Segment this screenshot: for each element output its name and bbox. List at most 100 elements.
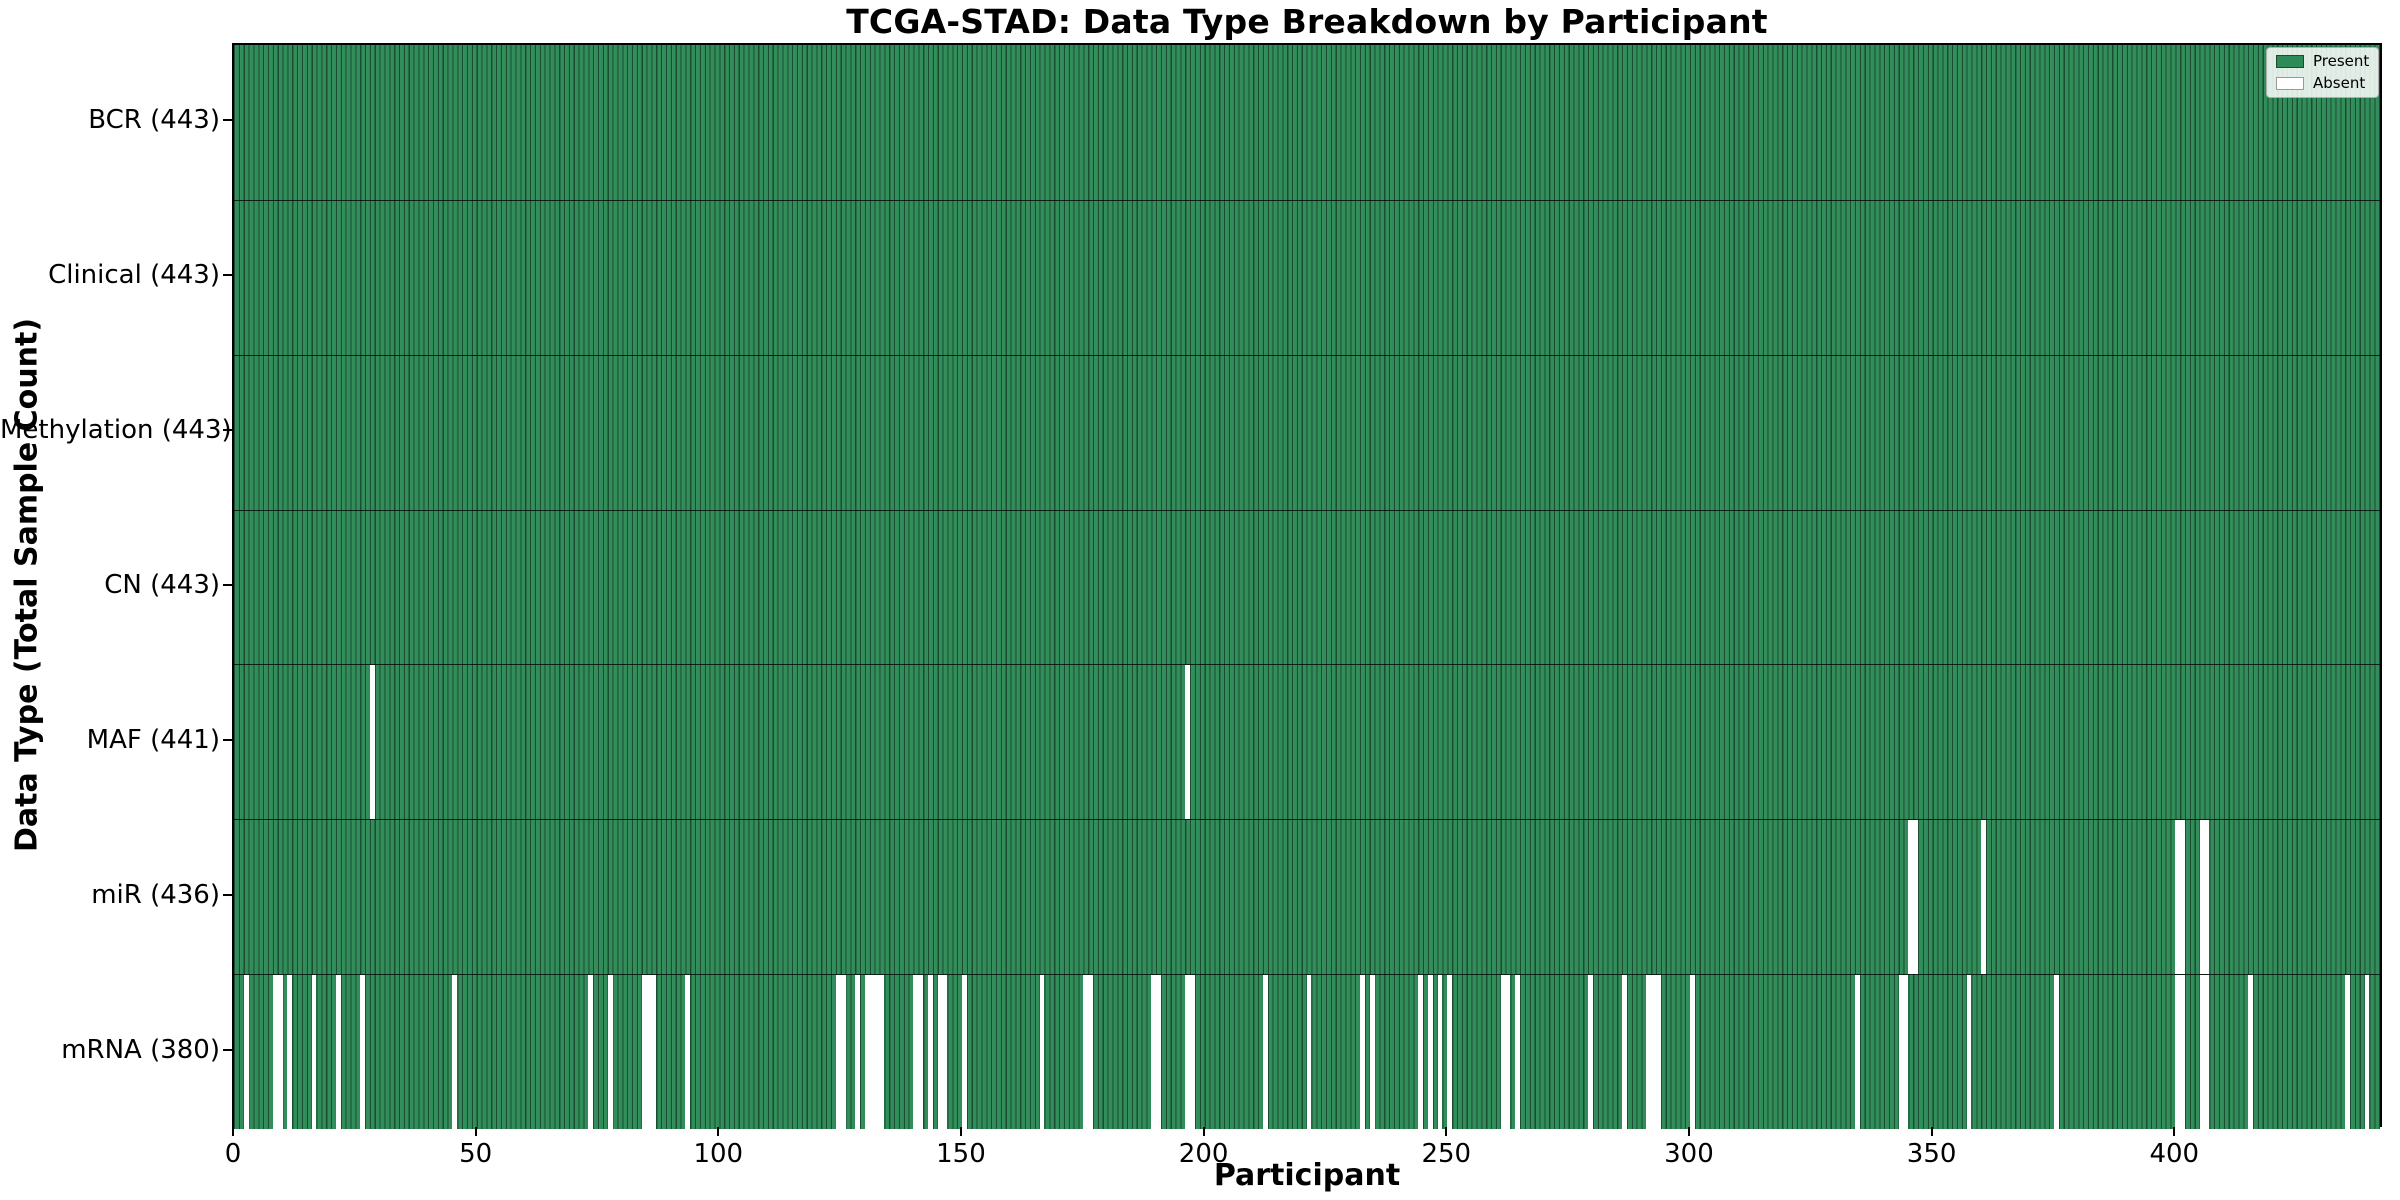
absent-bar bbox=[1437, 975, 1443, 1129]
x-tick-mark bbox=[959, 1127, 962, 1136]
absent-bar bbox=[1689, 975, 1695, 1129]
absent-bar bbox=[879, 975, 885, 1129]
absent-bar bbox=[1427, 975, 1433, 1129]
absent-bar bbox=[360, 975, 366, 1129]
row-mrna bbox=[234, 974, 2380, 1129]
row-mir bbox=[234, 819, 2380, 975]
absent-bar bbox=[2199, 975, 2205, 1129]
absent-bar bbox=[928, 975, 933, 1129]
absent-bar bbox=[2180, 820, 2185, 975]
legend: Present Absent bbox=[2266, 47, 2380, 98]
absent-bar bbox=[1418, 975, 1424, 1129]
y-tick-mark bbox=[223, 738, 232, 741]
absent-bar bbox=[869, 975, 875, 1129]
absent-bar bbox=[1088, 975, 1094, 1129]
y-tick-mark bbox=[223, 893, 232, 896]
absent-bar bbox=[1083, 975, 1089, 1129]
absent-bar bbox=[1588, 975, 1593, 1129]
x-axis-label: Participant bbox=[1213, 1158, 1401, 1193]
legend-label: Present bbox=[2313, 52, 2370, 70]
absent-bar bbox=[864, 975, 870, 1129]
chart-title: TCGA-STAD: Data Type Breakdown by Partic… bbox=[846, 2, 1768, 41]
absent-bar bbox=[1981, 820, 1987, 975]
legend-entry-absent: Absent bbox=[2276, 76, 2369, 91]
y-tick-label: BCR (443) bbox=[88, 105, 220, 136]
x-tick-mark bbox=[2173, 1127, 2176, 1136]
absent-bar bbox=[1515, 975, 1521, 1129]
absent-bar bbox=[1966, 975, 1972, 1129]
absent-bar bbox=[1151, 975, 1157, 1129]
x-tick-label: 200 bbox=[1178, 1139, 1229, 1169]
y-tick-label: miR (436) bbox=[91, 879, 220, 910]
y-tick-mark bbox=[223, 429, 232, 432]
absent-bar bbox=[2175, 820, 2181, 975]
absent-bar bbox=[1656, 975, 1661, 1129]
absent-bar bbox=[937, 975, 943, 1129]
plot-area bbox=[232, 43, 2382, 1129]
absent-bar bbox=[855, 975, 861, 1129]
absent-bar bbox=[1622, 975, 1627, 1129]
absent-bar bbox=[2345, 975, 2351, 1129]
absent-bar bbox=[1359, 975, 1365, 1129]
x-tick-label: 50 bbox=[459, 1139, 493, 1169]
x-tick-label: 350 bbox=[1906, 1139, 1957, 1169]
y-tick-label: CN (443) bbox=[104, 570, 220, 600]
absent-bar bbox=[2199, 820, 2205, 975]
x-tick-label: 100 bbox=[693, 1139, 744, 1169]
absent-bar bbox=[2175, 975, 2181, 1129]
absent-bar bbox=[1854, 975, 1860, 1129]
absent-bar bbox=[651, 975, 657, 1129]
absent-bar bbox=[1913, 820, 1919, 975]
x-tick-mark bbox=[717, 1127, 720, 1136]
y-tick-mark bbox=[223, 584, 232, 586]
absent-bar bbox=[641, 975, 647, 1129]
absent-bar bbox=[1898, 975, 1904, 1129]
absent-bar bbox=[588, 975, 594, 1129]
row-cn bbox=[234, 509, 2380, 665]
legend-entry-present: Present bbox=[2276, 54, 2369, 69]
absent-bar bbox=[1039, 975, 1045, 1129]
absent-bar bbox=[1500, 975, 1506, 1129]
absent-bar bbox=[840, 975, 846, 1129]
y-axis-label: Data Type (Total Sample Count) bbox=[9, 317, 45, 853]
x-tick-mark bbox=[1930, 1127, 1933, 1136]
absent-bar bbox=[243, 975, 249, 1129]
x-tick-mark bbox=[474, 1127, 477, 1136]
legend-swatch-icon bbox=[2276, 77, 2304, 90]
absent-bar bbox=[1185, 665, 1191, 820]
absent-bar bbox=[311, 975, 317, 1129]
absent-bar bbox=[1903, 975, 1909, 1129]
absent-bar bbox=[1306, 975, 1312, 1129]
absent-bar bbox=[913, 975, 919, 1129]
y-tick-label: MAF (441) bbox=[86, 724, 220, 755]
absent-bar bbox=[1156, 975, 1161, 1129]
absent-bar bbox=[2204, 975, 2210, 1129]
absent-bar bbox=[1505, 975, 1511, 1129]
absent-bar bbox=[942, 975, 948, 1129]
legend-label: Absent bbox=[2313, 74, 2366, 92]
x-tick-label: 150 bbox=[936, 1139, 986, 1169]
absent-bar bbox=[335, 975, 341, 1129]
x-tick-label: 400 bbox=[2149, 1139, 2200, 1169]
x-tick-label: 0 bbox=[224, 1139, 242, 1169]
absent-bar bbox=[287, 975, 293, 1129]
absent-bar bbox=[2364, 975, 2370, 1129]
x-tick-mark bbox=[231, 1127, 234, 1136]
y-tick-mark bbox=[223, 274, 232, 277]
x-tick-label: 250 bbox=[1421, 1139, 1472, 1169]
absent-bar bbox=[874, 975, 880, 1129]
y-tick-mark bbox=[223, 1048, 232, 1051]
absent-bar bbox=[835, 975, 841, 1129]
y-tick-mark bbox=[223, 119, 232, 122]
absent-bar bbox=[918, 975, 924, 1129]
absent-bar bbox=[2053, 975, 2059, 1129]
absent-bar bbox=[272, 975, 278, 1129]
row-methylation bbox=[234, 354, 2380, 510]
x-tick-mark bbox=[1202, 1127, 1205, 1136]
row-clinical bbox=[234, 199, 2380, 355]
x-tick-mark bbox=[1445, 1127, 1448, 1136]
absent-bar bbox=[685, 975, 691, 1129]
y-tick-label: mRNA (380) bbox=[61, 1034, 220, 1065]
x-tick-mark bbox=[1687, 1127, 1690, 1136]
